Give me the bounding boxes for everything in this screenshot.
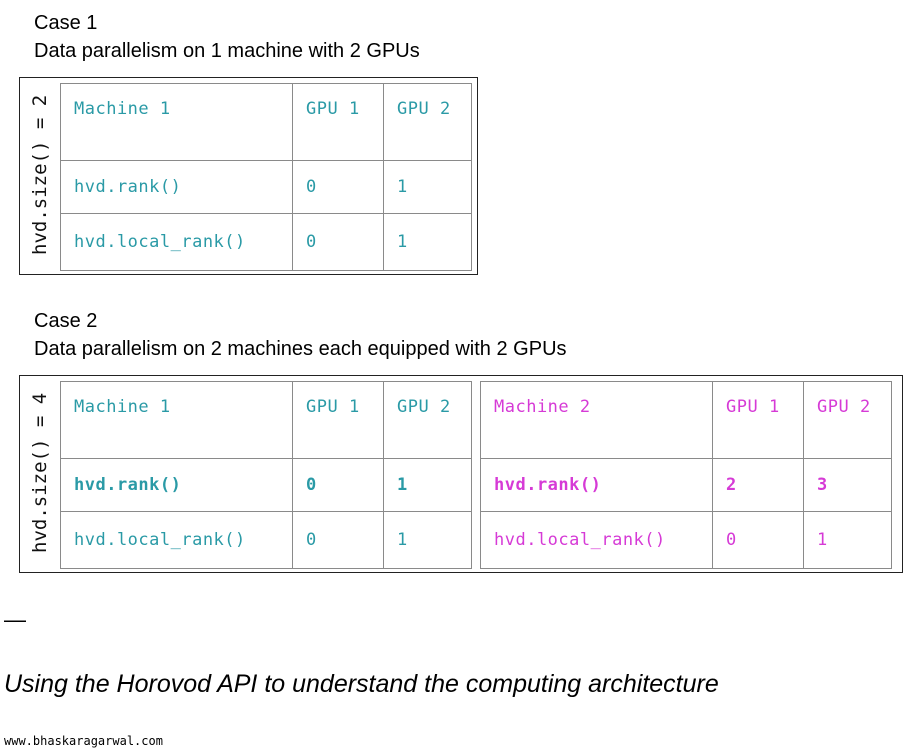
case2-title: Case 2	[34, 310, 98, 332]
machine1-header: Machine 1	[60, 83, 293, 161]
figure-caption: Using the Horovod API to understand the …	[4, 670, 719, 698]
gpu2-header: GPU 2	[383, 381, 472, 459]
gpu2-header: GPU 2	[383, 83, 472, 161]
rank-gpu2-value: 1	[383, 458, 472, 512]
rank-label: hvd.rank()	[60, 160, 293, 214]
rank-label: hvd.rank()	[480, 458, 713, 512]
case1-machine1-table: Machine 1 GPU 1 GPU 2 hvd.rank() 0 1 hvd…	[60, 83, 472, 271]
separator-dash: —	[4, 607, 26, 632]
gpu1-header: GPU 1	[292, 83, 384, 161]
case2-machine1-table: Machine 1 GPU 1 GPU 2 hvd.rank() 0 1 hvd…	[60, 381, 472, 569]
case2-frame	[19, 375, 903, 573]
rank-label: hvd.rank()	[60, 458, 293, 512]
local-rank-label: hvd.local_rank()	[480, 511, 713, 569]
rank-gpu1-value: 2	[712, 458, 804, 512]
local-rank-gpu2-value: 1	[383, 511, 472, 569]
footer-url: www.bhaskaragarwal.com	[4, 734, 163, 748]
machine2-header: Machine 2	[480, 381, 713, 459]
case1-size-label: hvd.size() = 2	[29, 94, 51, 255]
case1-title: Case 1	[34, 12, 98, 34]
gpu2-header: GPU 2	[803, 381, 892, 459]
local-rank-label: hvd.local_rank()	[60, 213, 293, 271]
local-rank-gpu2-value: 1	[803, 511, 892, 569]
rank-gpu1-value: 0	[292, 458, 384, 512]
case1-frame	[19, 77, 478, 275]
local-rank-gpu1-value: 0	[292, 511, 384, 569]
local-rank-gpu1-value: 0	[292, 213, 384, 271]
case1-subtitle: Data parallelism on 1 machine with 2 GPU…	[34, 40, 420, 62]
gpu1-header: GPU 1	[292, 381, 384, 459]
case2-size-label: hvd.size() = 4	[29, 392, 51, 553]
local-rank-gpu2-value: 1	[383, 213, 472, 271]
local-rank-label: hvd.local_rank()	[60, 511, 293, 569]
case2-subtitle: Data parallelism on 2 machines each equi…	[34, 338, 567, 360]
gpu1-header: GPU 1	[712, 381, 804, 459]
machine1-header: Machine 1	[60, 381, 293, 459]
case2-machine2-table: Machine 2 GPU 1 GPU 2 hvd.rank() 2 3 hvd…	[480, 381, 892, 569]
rank-gpu1-value: 0	[292, 160, 384, 214]
rank-gpu2-value: 1	[383, 160, 472, 214]
rank-gpu2-value: 3	[803, 458, 892, 512]
local-rank-gpu1-value: 0	[712, 511, 804, 569]
